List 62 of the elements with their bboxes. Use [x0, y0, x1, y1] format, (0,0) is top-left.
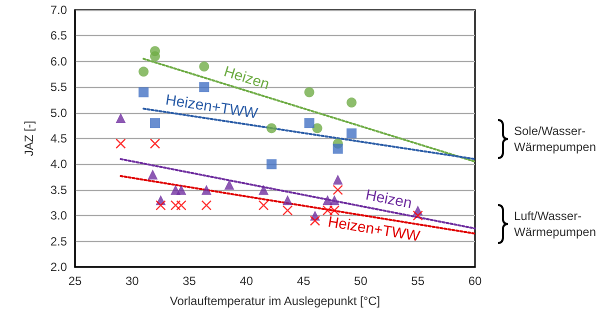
x-tick-label: 30	[125, 274, 140, 288]
x-tick-label: 25	[68, 274, 82, 288]
point	[116, 112, 126, 123]
y-tick-label: 6.5	[50, 28, 68, 43]
y-axis-title: JAZ [-]	[22, 120, 36, 156]
point	[332, 174, 343, 185]
x-tick-label: 60	[468, 274, 482, 288]
point	[199, 82, 210, 92]
point	[329, 195, 340, 206]
y-tick-label: 6.0	[50, 54, 68, 68]
x-tick-label: 35	[182, 274, 196, 288]
point	[258, 200, 269, 210]
point	[116, 138, 126, 149]
x-tick-label: 40	[240, 274, 254, 288]
point	[150, 118, 160, 128]
y-tick-label: 4.0	[50, 157, 68, 172]
point	[332, 144, 343, 154]
text: Heizen+TWW	[164, 92, 260, 122]
point	[138, 87, 149, 98]
text: Heizen	[222, 63, 272, 94]
point	[176, 200, 186, 210]
point	[224, 180, 234, 190]
text: Heizen+TWW	[326, 213, 422, 246]
y-tick-label: 5.5	[50, 80, 68, 94]
point	[266, 123, 277, 134]
point	[148, 169, 158, 180]
point	[346, 128, 357, 138]
point	[346, 98, 357, 108]
x-tick-label: 50	[354, 274, 368, 288]
text: Heizen	[364, 186, 414, 212]
y-tick-label: 4.5	[50, 132, 68, 146]
y-tick-label: 2.5	[50, 234, 68, 248]
x-axis-title: Vorlauftemperatur im Auslegepunkt [°C]	[170, 294, 380, 308]
point	[304, 87, 314, 98]
point	[282, 205, 293, 216]
point	[282, 195, 293, 206]
point	[150, 138, 160, 149]
point	[150, 51, 160, 62]
point	[310, 216, 320, 226]
point	[266, 159, 277, 170]
y-tick-label: 2.0	[50, 260, 68, 274]
point	[176, 184, 186, 195]
y-tick-label: 7.0	[50, 3, 68, 17]
y-tick-label: 3.0	[50, 208, 68, 223]
point	[201, 184, 212, 195]
point	[258, 184, 269, 195]
x-tick-label: 55	[411, 274, 425, 288]
point	[312, 123, 322, 134]
text: Sole/Wasser- Wärmepumpen	[514, 123, 596, 155]
point	[304, 118, 314, 128]
point	[329, 205, 340, 216]
point	[156, 200, 166, 210]
point	[170, 200, 181, 210]
x-tick-label: 45	[296, 274, 311, 288]
point	[138, 66, 149, 77]
y-tick-label: 3.5	[50, 182, 68, 197]
point	[322, 205, 333, 216]
point	[199, 62, 210, 72]
point	[201, 200, 212, 210]
point	[332, 184, 344, 196]
text: Luft/Wasser- Wärmepumpen	[514, 208, 596, 240]
y-tick-label: 5.0	[50, 106, 68, 120]
